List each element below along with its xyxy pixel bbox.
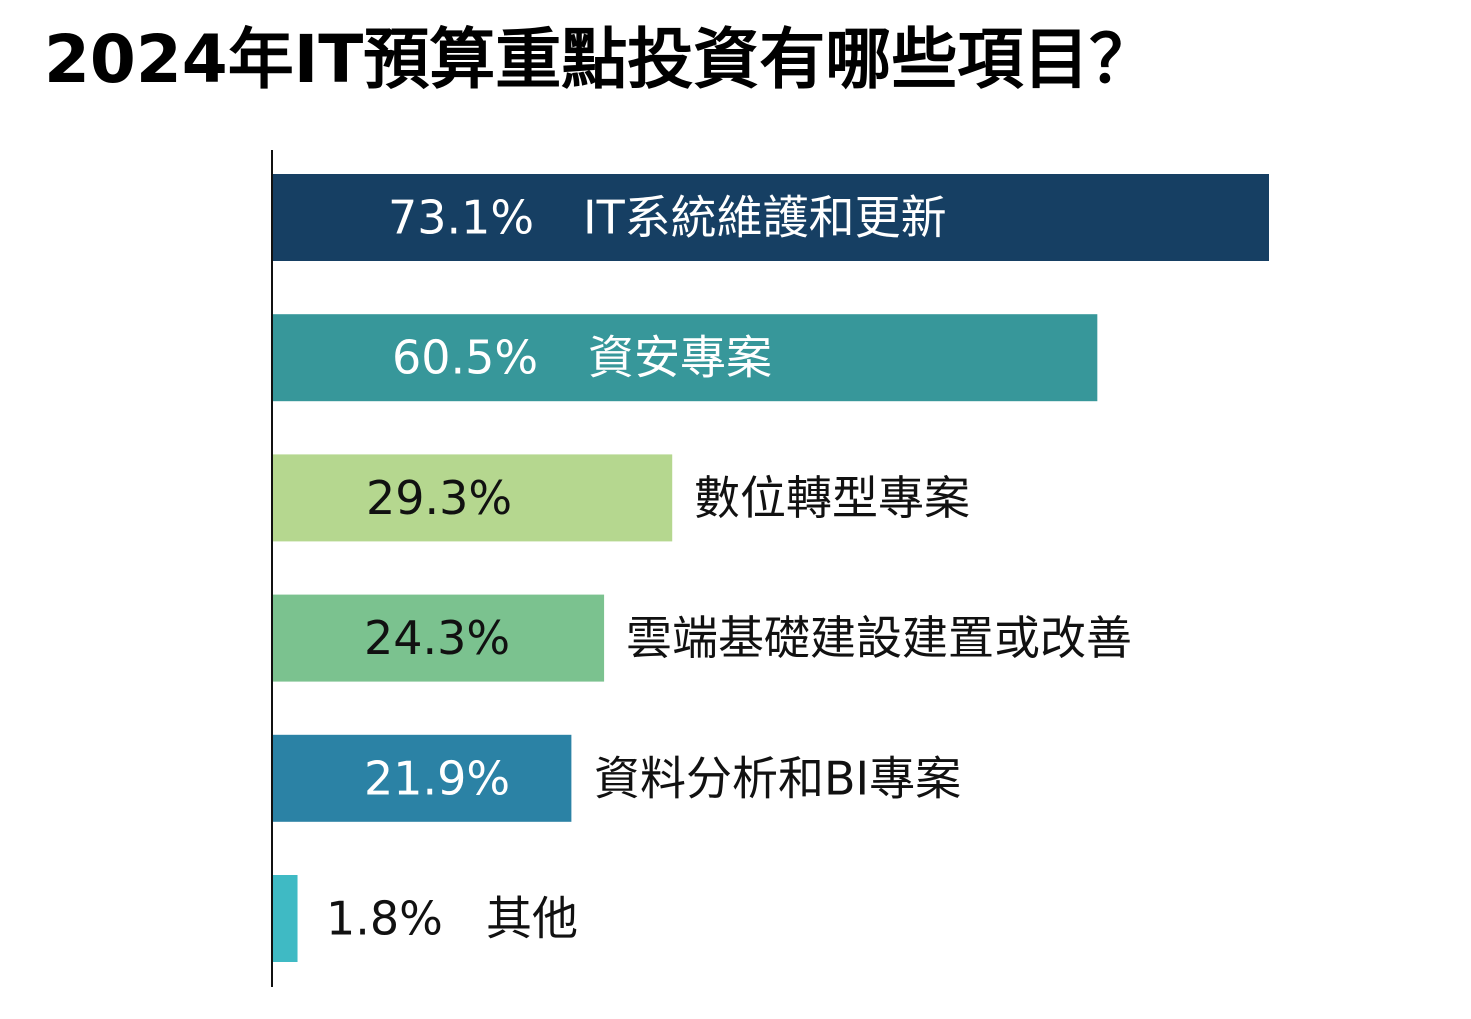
bar-category-label-2: 資安專案 [588,331,772,385]
bar-category-label-6: 其他 [486,892,578,946]
bars-group: 73.1% IT系統維護和更新 60.5% 資安專案 29.3% 數位轉型專案 24.3% 雲… [273,174,1269,962]
bar-5 [273,734,572,822]
bar-value-label-2: 60.5% [392,331,538,385]
bar-category-label-3: 數位轉型專案 [694,471,970,525]
bar-category-label-5: 資料分析和BI專案 [594,751,961,805]
bar-category-label-1: IT系統維護和更新 [583,191,947,245]
chart-title: 2024年IT預算重點投資有哪些項目？ [44,21,1156,98]
bar-value-label-1: 73.1% [388,191,534,245]
bar-2 [273,314,1098,402]
bar-4 [273,594,605,682]
bar-1 [273,174,1269,261]
bar-3 [273,454,673,542]
bar-value-label-6: 1.8% [326,892,443,946]
bar-value-label-3: 29.3% [366,471,512,525]
bar-category-label-4: 雲端基礎建設建置或改善 [626,611,1132,665]
bar-value-label-4: 24.3% [364,611,510,665]
bar-6 [273,875,298,962]
bar-value-label-5: 21.9% [364,751,510,805]
